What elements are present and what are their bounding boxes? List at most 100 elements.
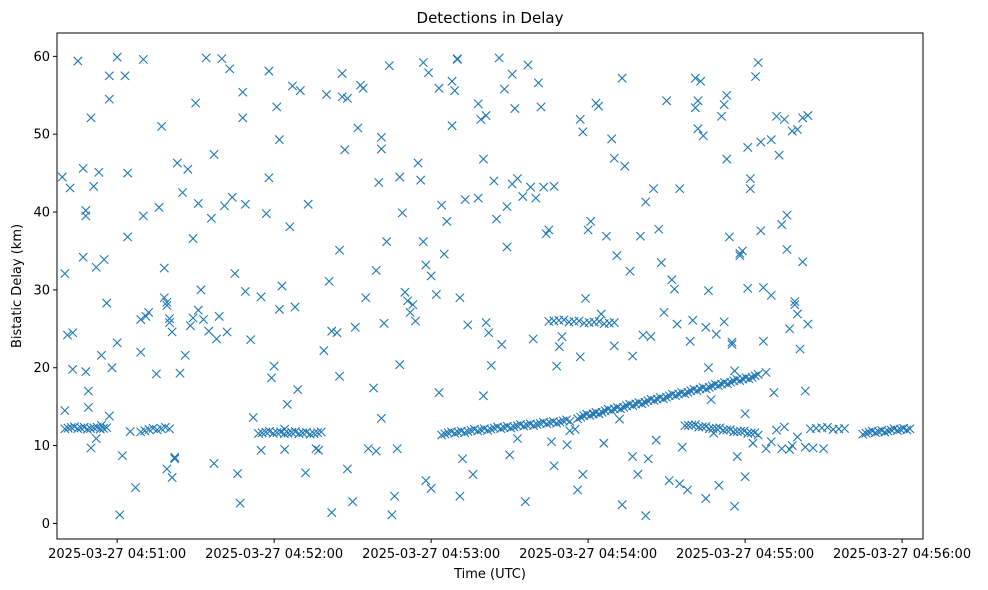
data-point	[257, 428, 267, 438]
data-point	[766, 290, 776, 300]
data-point	[337, 68, 347, 79]
data-point	[618, 402, 629, 412]
data-point	[442, 216, 452, 226]
data-point	[204, 326, 214, 336]
data-point	[473, 426, 483, 436]
data-point	[800, 386, 810, 396]
data-point	[400, 287, 410, 297]
data-point	[167, 472, 177, 483]
data-point	[316, 427, 326, 437]
data-point	[505, 450, 515, 460]
y-axis-label: Bistatic Delay (km)	[10, 224, 25, 348]
data-point	[719, 100, 729, 110]
data-point	[597, 407, 607, 417]
data-point	[706, 395, 716, 405]
data-point	[256, 445, 266, 455]
data-point	[690, 73, 700, 83]
data-point	[892, 425, 902, 436]
data-point	[544, 225, 554, 235]
data-point	[143, 307, 154, 318]
data-point	[83, 386, 93, 396]
data-point	[578, 127, 588, 137]
data-point	[130, 483, 141, 493]
plot-area-frame	[56, 32, 924, 540]
data-point	[371, 446, 381, 456]
data-point	[648, 184, 659, 194]
data-point	[457, 454, 468, 464]
data-point	[115, 510, 125, 520]
data-point	[784, 324, 795, 334]
data-point	[669, 284, 680, 294]
data-point	[546, 437, 557, 447]
data-point	[523, 60, 533, 70]
data-point	[159, 293, 169, 303]
data-point	[617, 500, 627, 510]
data-point	[413, 158, 423, 168]
data-point	[272, 102, 282, 112]
data-point	[596, 309, 606, 319]
data-point	[282, 399, 292, 409]
data-point	[779, 114, 789, 124]
data-point	[557, 332, 567, 342]
data-point	[640, 397, 650, 407]
data-point	[287, 427, 297, 437]
data-point	[620, 161, 630, 171]
data-point	[641, 511, 651, 521]
y-tick-label: 30	[33, 283, 50, 298]
data-points	[57, 52, 915, 521]
data-point	[609, 153, 619, 163]
data-point	[188, 233, 198, 244]
data-point	[157, 121, 167, 132]
data-point	[222, 327, 232, 337]
data-point	[693, 96, 703, 106]
data-point	[376, 413, 387, 423]
data-point	[164, 317, 175, 328]
data-point	[219, 201, 230, 211]
data-point	[711, 329, 721, 339]
data-point	[193, 305, 203, 315]
data-point	[722, 90, 732, 100]
data-point	[358, 83, 368, 93]
data-point	[609, 317, 619, 328]
data-point	[536, 102, 546, 112]
data-point	[607, 134, 617, 144]
data-point	[86, 443, 96, 453]
data-point	[661, 392, 671, 402]
data-point	[756, 226, 766, 236]
data-point	[703, 286, 714, 296]
data-point	[711, 423, 721, 433]
y-tick-label: 10	[33, 439, 50, 454]
data-point	[740, 472, 750, 482]
data-point	[704, 382, 714, 392]
data-point	[576, 412, 586, 422]
data-point	[518, 191, 528, 202]
data-point	[782, 244, 792, 255]
data-point	[818, 444, 829, 454]
data-point	[112, 338, 122, 348]
data-point	[434, 388, 444, 398]
data-point	[460, 428, 470, 438]
x-tick-label: 2025-03-27 04:51:00	[48, 547, 186, 562]
data-point	[340, 145, 350, 155]
data-point	[688, 315, 698, 325]
data-point	[771, 425, 782, 435]
data-point	[305, 429, 315, 439]
data-point	[766, 135, 776, 145]
data-point	[123, 168, 133, 178]
data-point	[86, 113, 96, 123]
data-point	[287, 81, 298, 91]
data-point	[585, 410, 595, 421]
data-point	[295, 86, 305, 96]
data-point	[283, 428, 293, 438]
data-point	[745, 173, 755, 184]
data-point	[528, 334, 538, 344]
data-point	[533, 78, 543, 88]
data-point	[94, 167, 104, 177]
data-point	[736, 426, 746, 436]
data-point	[658, 394, 668, 404]
data-point	[272, 427, 282, 438]
data-point	[792, 432, 803, 442]
data-point	[692, 385, 702, 396]
data-point	[703, 363, 714, 373]
data-point	[552, 418, 562, 428]
